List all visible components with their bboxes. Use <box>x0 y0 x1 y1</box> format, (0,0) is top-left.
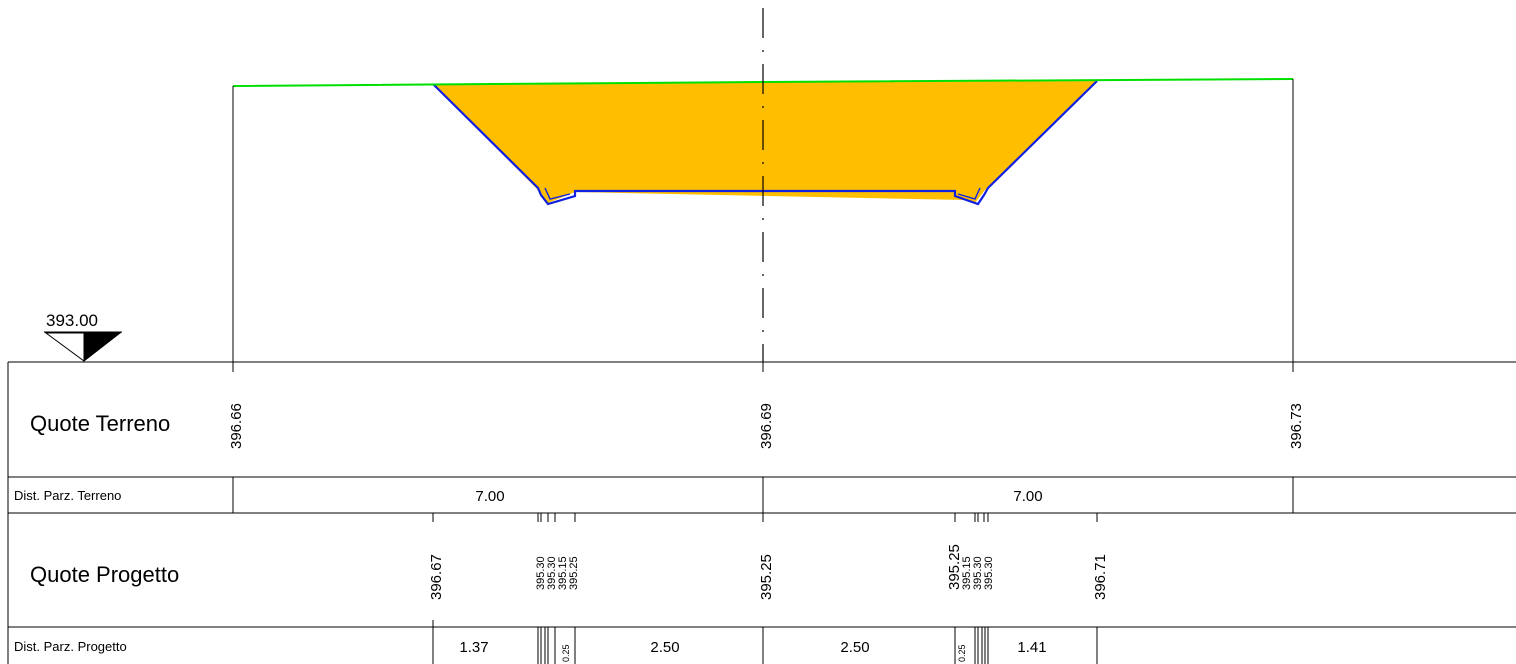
project-elevation-value: 396.71 <box>1092 554 1109 600</box>
table-frame <box>7 361 1516 664</box>
cut-area <box>433 81 1097 203</box>
project-distance-small-value: 0.25 <box>561 644 571 662</box>
project-elevation-cluster-value: 395.30 <box>972 556 984 590</box>
project-elevation-cluster-value: 395.15 <box>557 556 569 590</box>
ground-elevation-value: 396.69 <box>758 403 775 449</box>
project-distance-value: 2.50 <box>650 639 679 656</box>
ground-elevation-value: 396.66 <box>228 403 245 449</box>
row-label-ground-elevations: Quote Terreno <box>30 411 170 436</box>
row-label-project-elevations: Quote Progetto <box>30 562 179 587</box>
ground-distance-value: 7.00 <box>1013 488 1042 505</box>
project-profile-inner-line <box>544 187 571 200</box>
project-distance-value: 1.37 <box>459 639 488 656</box>
project-elevation-cluster-value: 395.30 <box>535 556 547 590</box>
project-profile-inner-line-right <box>957 187 981 200</box>
project-distance-dividers <box>432 620 1098 664</box>
project-elevation-cluster-value: 395.30 <box>983 556 995 590</box>
project-elevation-value: 396.67 <box>428 554 445 600</box>
project-elevation-cluster-value: 395.15 <box>961 556 973 590</box>
ground-elevation-ticks <box>232 362 1294 513</box>
row-label-ground-distances: Dist. Parz. Terreno <box>14 488 121 503</box>
project-elevation-value: 395.25 <box>758 554 775 600</box>
datum-label: 393.00 <box>46 311 98 330</box>
ground-distance-value: 7.00 <box>475 488 504 505</box>
project-distance-value: 1.41 <box>1017 639 1046 656</box>
project-distance-value: 2.50 <box>840 639 869 656</box>
project-elevation-ticks <box>432 513 1098 522</box>
row-label-project-distances: Dist. Parz. Progetto <box>14 639 127 654</box>
project-elevation-cluster-value: 395.30 <box>546 556 558 590</box>
datum-marker: 393.00 <box>44 311 122 363</box>
project-elevation-cluster-value: 395.25 <box>946 544 963 590</box>
project-profile-line <box>432 80 1098 206</box>
project-elevation-cluster-value: 395.25 <box>568 556 580 590</box>
ground-elevation-value: 396.73 <box>1288 403 1305 449</box>
project-distance-small-value: 0.25 <box>957 644 967 662</box>
